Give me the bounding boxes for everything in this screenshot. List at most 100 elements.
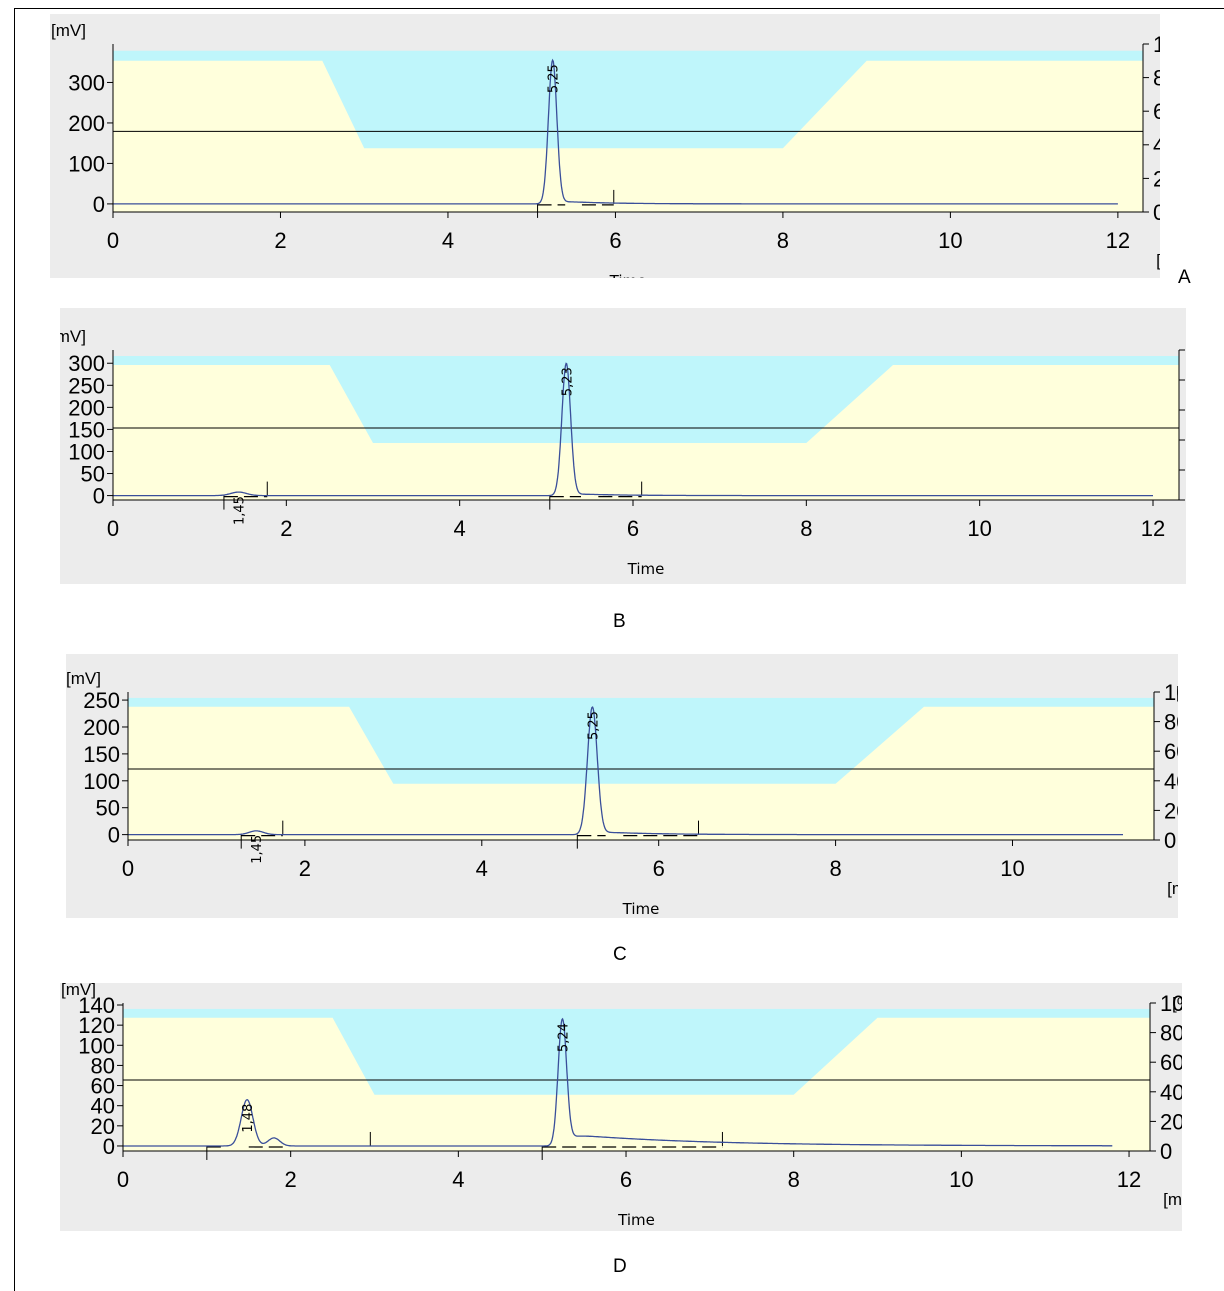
chromatogram-panel-b: 050100150200250300[mV]020406080100[%]024… — [60, 308, 1186, 584]
y-tick-label: 0 — [93, 484, 105, 509]
y-tick-label: 250 — [68, 373, 105, 398]
peak-label: 1,45 — [250, 835, 265, 864]
y2-tick-label: 40 — [1160, 1080, 1182, 1105]
chromatogram-trace — [113, 362, 1153, 497]
y-tick-label: 250 — [83, 688, 120, 713]
peak-label: 5,23 — [560, 367, 575, 396]
y-tick-label: 140 — [78, 993, 115, 1018]
gradient-lower-region — [113, 365, 1179, 500]
x-tick-label: 10 — [938, 228, 962, 253]
x-tick-label: 6 — [620, 1167, 632, 1192]
x-axis-unit-label: [min] — [1167, 879, 1178, 898]
y2-tick-label: 60 — [1164, 739, 1178, 764]
peak-label: 1,48 — [241, 1104, 256, 1133]
x-tick-label: 6 — [627, 516, 639, 541]
y2-tick-label: 100 — [1164, 680, 1178, 705]
figure-frame-top — [14, 8, 1224, 9]
y2-tick-label: 0 — [1164, 828, 1176, 853]
y-tick-label: 300 — [68, 70, 105, 95]
y2-tick-label: 80 — [1164, 710, 1178, 735]
y-tick-label: 150 — [83, 742, 120, 767]
panel-letter-a: A — [1178, 267, 1191, 288]
y2-tick-label: 60 — [1160, 1050, 1182, 1075]
x-tick-label: 0 — [107, 516, 119, 541]
y2-tick-label: 80 — [1160, 1021, 1182, 1046]
x-tick-label: 4 — [476, 856, 488, 881]
y-tick-label: 100 — [83, 769, 120, 794]
y2-tick-label: 20 — [1160, 1109, 1182, 1134]
y2-tick-label: 100 — [1160, 991, 1182, 1016]
x-tick-label: 0 — [107, 228, 119, 253]
y-axis-unit-label: [mV] — [66, 669, 101, 688]
x-tick-label: 12 — [1117, 1167, 1141, 1192]
y-tick-label: 0 — [103, 1134, 115, 1159]
chromatogram-panel-d: 020406080100120140[mV]020406080100[%]024… — [60, 983, 1182, 1231]
y2-tick-label: 0 — [1153, 200, 1160, 225]
y-axis-unit-label: [mV] — [61, 983, 96, 999]
x-tick-label: 4 — [452, 1167, 464, 1192]
y-tick-label: 100 — [68, 151, 105, 176]
y-axis-unit-label: [mV] — [51, 21, 86, 40]
chromatogram-trace — [128, 706, 1123, 836]
y-tick-label: 200 — [83, 715, 120, 740]
x-axis-title: Time — [622, 900, 660, 918]
peak-label: 5,24 — [556, 1023, 571, 1052]
peak-label: 5,25 — [547, 64, 562, 93]
y-tick-label: 200 — [68, 111, 105, 136]
x-tick-label: 4 — [454, 516, 466, 541]
y-tick-label: 120 — [78, 1013, 115, 1038]
y-axis-unit-label: [mV] — [60, 327, 86, 346]
figure-frame-left — [14, 8, 15, 1291]
y-tick-label: 80 — [91, 1053, 115, 1078]
y-tick-label: 0 — [108, 823, 120, 848]
chromatogram-trace — [113, 58, 1118, 205]
y2-tick-label: 60 — [1153, 99, 1160, 124]
chromatogram-trace — [123, 1017, 1113, 1147]
y2-axis-unit-label: [%] — [1172, 994, 1182, 1013]
x-axis-title: Time — [609, 272, 647, 278]
x-tick-label: 0 — [117, 1167, 129, 1192]
panel-letter-b: B — [613, 611, 626, 632]
y2-tick-label: 80 — [1153, 66, 1160, 91]
x-axis-title: Time — [627, 560, 665, 578]
x-tick-label: 6 — [653, 856, 665, 881]
x-axis-unit-label: [min] — [1163, 1190, 1182, 1209]
x-tick-label: 10 — [1000, 856, 1024, 881]
y-tick-label: 50 — [81, 462, 105, 487]
x-axis-unit-label: [min] — [1156, 251, 1160, 270]
y-tick-label: 300 — [68, 351, 105, 376]
x-tick-label: 8 — [788, 1167, 800, 1192]
x-tick-label: 2 — [299, 856, 311, 881]
y-tick-label: 150 — [68, 417, 105, 442]
y2-tick-label: 40 — [1164, 769, 1178, 794]
x-tick-label: 12 — [1106, 228, 1130, 253]
y-tick-label: 40 — [91, 1094, 115, 1119]
y2-axis-unit-label: [%] — [1176, 683, 1178, 702]
peak-label: 5,25 — [586, 711, 601, 740]
chromatogram-panel-a: 0100200300[mV]020406080100[%]024681012[m… — [50, 14, 1160, 278]
x-tick-label: 2 — [285, 1167, 297, 1192]
panel-letter-d: D — [613, 1256, 627, 1277]
x-tick-label: 2 — [274, 228, 286, 253]
panel-letter-c: C — [613, 944, 627, 965]
x-tick-label: 0 — [122, 856, 134, 881]
y-tick-label: 0 — [93, 192, 105, 217]
x-tick-label: 8 — [829, 856, 841, 881]
x-tick-label: 10 — [967, 516, 991, 541]
x-tick-label: 4 — [442, 228, 454, 253]
x-tick-label: 8 — [800, 516, 812, 541]
x-tick-label: 12 — [1141, 516, 1165, 541]
y-tick-label: 200 — [68, 395, 105, 420]
y2-tick-label: 0 — [1160, 1139, 1172, 1164]
y2-tick-label: 100 — [1153, 32, 1160, 57]
gradient-lower-region — [128, 706, 1154, 840]
x-tick-label: 2 — [280, 516, 292, 541]
peak-label: 1,45 — [233, 496, 248, 525]
y-tick-label: 20 — [91, 1114, 115, 1139]
y-tick-label: 60 — [91, 1074, 115, 1099]
x-tick-label: 8 — [777, 228, 789, 253]
y-tick-label: 50 — [96, 796, 120, 821]
y-tick-label: 100 — [78, 1033, 115, 1058]
y-tick-label: 100 — [68, 439, 105, 464]
gradient-lower-region — [123, 1017, 1150, 1151]
